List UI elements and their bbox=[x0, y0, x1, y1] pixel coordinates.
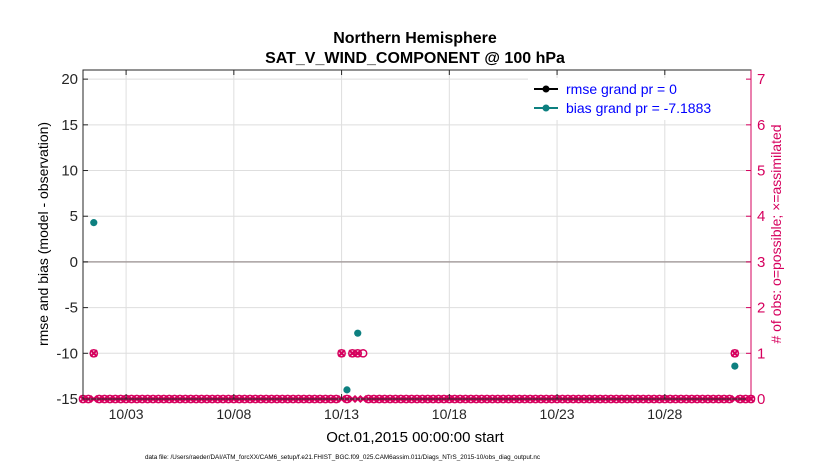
left-tick-label: 0 bbox=[70, 254, 78, 271]
obs-assimilated-point bbox=[353, 349, 362, 358]
right-axis-label: # of obs: o=possible; ×=assimilated bbox=[768, 124, 784, 343]
legend-box bbox=[528, 78, 746, 120]
bias-point bbox=[731, 362, 739, 370]
bias-point bbox=[343, 386, 351, 394]
left-tick-label: 15 bbox=[61, 117, 78, 134]
chart-subtitle: SAT_V_WIND_COMPONENT @ 100 hPa bbox=[265, 50, 565, 67]
left-tick-label: 10 bbox=[61, 163, 78, 180]
left-axis-label: rmse and bias (model - observation) bbox=[35, 122, 51, 346]
x-axis-label: Oct.01,2015 00:00:00 start bbox=[326, 429, 504, 446]
legend: rmse grand pr = 0 bias grand pr = -7.188… bbox=[528, 78, 746, 120]
cross-stroke bbox=[353, 349, 362, 358]
left-tick-label: -10 bbox=[56, 345, 78, 362]
x-tick-label: 10/03 bbox=[109, 406, 144, 422]
axes: 10/03 10/08 10/13 10/18 10/23 10/28 -15 -10 -5 0 5… bbox=[56, 70, 765, 422]
right-tick-label: 0 bbox=[757, 391, 765, 408]
right-tick-label: 1 bbox=[757, 345, 765, 362]
left-tick-label: 20 bbox=[61, 71, 78, 88]
legend-bias-marker bbox=[542, 104, 550, 112]
x-tick-label: 10/23 bbox=[540, 406, 575, 422]
chart-title: Northern Hemisphere bbox=[333, 30, 497, 47]
right-tick-label: 6 bbox=[757, 117, 765, 134]
obs-possible-point bbox=[358, 348, 368, 358]
legend-rmse-label: rmse grand pr = 0 bbox=[566, 81, 677, 97]
right-tick-label: 5 bbox=[757, 163, 765, 180]
left-tick-label: -15 bbox=[56, 391, 78, 408]
legend-rmse-marker bbox=[542, 85, 550, 93]
left-tick-label: -5 bbox=[65, 300, 78, 317]
cross-stroke bbox=[89, 349, 98, 358]
cross-stroke bbox=[730, 349, 739, 358]
x-tick-label: 10/08 bbox=[216, 406, 251, 422]
x-tick-label: 10/18 bbox=[432, 406, 467, 422]
obs-assimilated-point bbox=[89, 349, 98, 358]
bias-point bbox=[354, 329, 362, 337]
right-tick-label: 4 bbox=[757, 208, 765, 225]
legend-bias-label: bias grand pr = -7.1883 bbox=[566, 100, 711, 116]
right-tick-label: 7 bbox=[757, 71, 765, 88]
obs-assimilated-point bbox=[337, 349, 346, 358]
obs-possible-point bbox=[89, 348, 99, 358]
obs-assimilated-point bbox=[730, 349, 739, 358]
obs-possible-point bbox=[337, 348, 346, 358]
right-tick-label: 2 bbox=[757, 300, 765, 317]
x-tick-label: 10/28 bbox=[647, 406, 682, 422]
left-tick-label: 5 bbox=[70, 208, 78, 225]
x-tick-label: 10/13 bbox=[324, 406, 359, 422]
right-tick-label: 3 bbox=[757, 254, 765, 271]
footnote: data file: /Users/raeder/DAI/ATM_forcXX/… bbox=[145, 454, 540, 461]
bias-point bbox=[90, 219, 98, 227]
obs-possible-point bbox=[730, 348, 740, 358]
cross-stroke bbox=[337, 349, 346, 358]
obs-possible-point bbox=[353, 348, 363, 358]
obs-possible-point bbox=[348, 348, 357, 358]
